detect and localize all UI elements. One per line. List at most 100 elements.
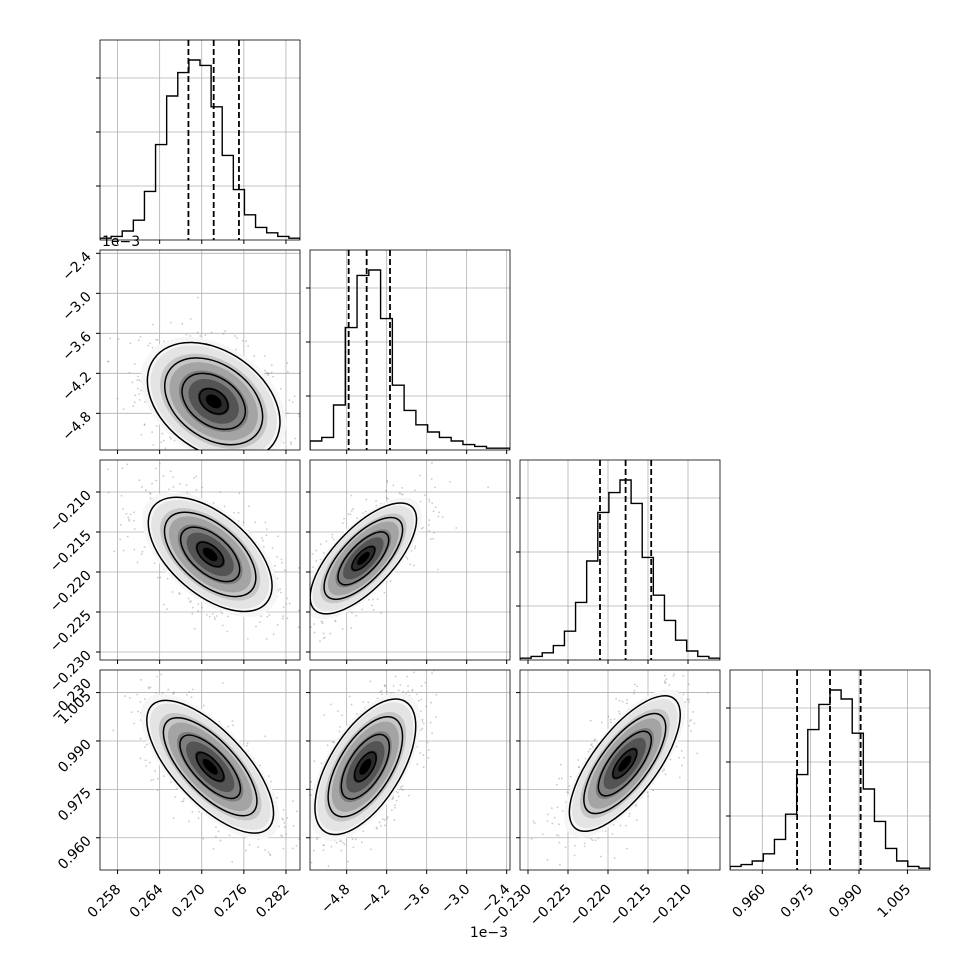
scatter-point	[380, 693, 383, 696]
scatter-point	[117, 338, 120, 341]
scatter-point	[341, 841, 344, 844]
scatter-point	[86, 326, 88, 328]
scatter-point	[245, 744, 248, 747]
scatter-point	[681, 764, 683, 767]
scatter-point	[350, 509, 353, 512]
scatter-point	[138, 479, 141, 482]
scatter-point	[428, 498, 431, 501]
scatter-point	[282, 642, 284, 644]
scatter-point	[198, 810, 200, 813]
scatter-point	[732, 659, 734, 661]
scatter-point	[316, 836, 318, 839]
scatter-point	[141, 623, 143, 625]
scatter-point	[307, 894, 309, 896]
scatter-point	[147, 344, 150, 347]
scatter-point	[350, 703, 353, 706]
panel-content	[282, 460, 510, 660]
scatter-point	[426, 741, 429, 744]
scatter-point	[578, 766, 581, 769]
scatter-point	[593, 739, 596, 742]
scatter-point	[285, 833, 287, 836]
scatter-point	[590, 744, 592, 746]
scatter-point	[411, 689, 414, 692]
scatter-point	[107, 468, 110, 471]
density-panel-p1-p2	[282, 459, 511, 661]
scatter-point	[219, 839, 222, 842]
scatter-point	[594, 839, 597, 842]
scatter-point	[276, 624, 279, 626]
scatter-point	[302, 781, 304, 783]
scatter-point	[300, 407, 302, 409]
scatter-point	[338, 730, 341, 733]
scatter-point	[137, 339, 140, 342]
scatter-point	[332, 538, 335, 541]
scatter-point	[272, 375, 274, 378]
scatter-point	[265, 528, 268, 531]
scatter-point	[193, 477, 196, 479]
scatter-point	[213, 616, 216, 619]
scatter-point	[282, 636, 284, 638]
scatter-point	[583, 842, 586, 845]
scatter-point	[297, 413, 300, 416]
scatter-point	[402, 690, 404, 693]
contour-line	[181, 372, 247, 431]
scatter-point	[295, 597, 297, 599]
scatter-point	[170, 437, 172, 440]
scatter-point	[279, 588, 281, 591]
scatter-point	[199, 475, 201, 477]
scatter-point	[204, 334, 207, 337]
scatter-point	[552, 872, 554, 874]
scatter-point	[416, 763, 419, 766]
scatter-point	[264, 369, 266, 372]
scatter-point	[615, 697, 618, 700]
scatter-point	[239, 469, 241, 471]
scatter-point	[610, 721, 612, 724]
scatter-point	[215, 615, 218, 617]
scatter-point	[234, 335, 237, 337]
scatter-point	[181, 800, 183, 803]
scatter-point	[199, 335, 202, 337]
scatter-point	[149, 492, 151, 494]
scatter-point	[273, 450, 275, 452]
scatter-point	[407, 690, 410, 692]
scatter-point	[593, 738, 596, 741]
scatter-point	[293, 395, 296, 398]
scatter-point	[312, 566, 314, 569]
scatter-point	[547, 813, 549, 816]
scatter-point	[331, 536, 334, 539]
scatter-point	[556, 806, 559, 809]
scatter-point	[295, 810, 298, 813]
scatter-point	[122, 549, 125, 552]
scatter-point	[227, 725, 230, 728]
scatter-point	[97, 536, 99, 538]
contour-line	[179, 734, 242, 800]
scatter-point	[419, 500, 422, 503]
scatter-point	[191, 612, 194, 615]
scatter-point	[161, 432, 164, 435]
scatter-point	[334, 619, 337, 622]
scatter-point	[257, 846, 260, 848]
scatter-point	[291, 847, 294, 850]
scatter-point	[323, 714, 326, 716]
scatter-point	[302, 813, 304, 815]
scatter-point	[286, 817, 289, 819]
scatter-point	[411, 688, 414, 691]
scatter-point	[195, 488, 198, 491]
axes-frame	[309, 249, 511, 451]
scatter-point	[156, 675, 159, 678]
scatter-point	[221, 612, 224, 615]
scatter-point	[613, 718, 616, 721]
density-panel-p2-p3	[519, 659, 734, 874]
scatter-point	[239, 452, 241, 454]
scatter-point	[136, 693, 139, 696]
scatter-point	[330, 703, 332, 706]
scatter-point	[196, 296, 199, 299]
scatter-point	[304, 552, 306, 554]
scatter-point	[427, 749, 430, 751]
scatter-point	[109, 337, 112, 340]
scatter-point	[401, 493, 404, 496]
scatter-point	[320, 620, 323, 623]
scatter-point	[371, 604, 373, 607]
scatter-point	[125, 512, 128, 515]
scatter-point	[330, 845, 333, 848]
